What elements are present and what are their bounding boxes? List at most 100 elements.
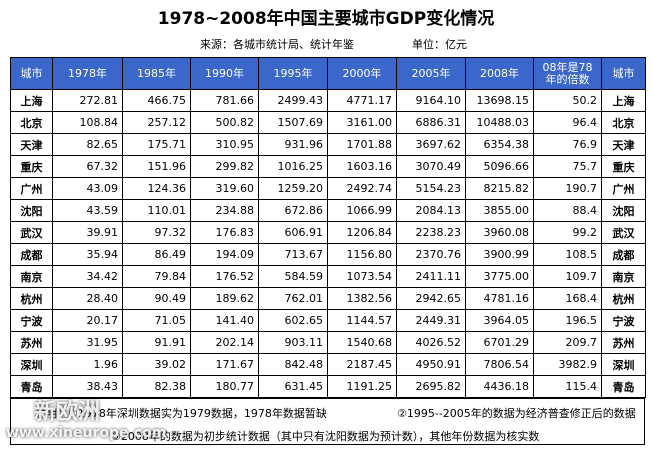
value-cell: 3161.00: [327, 111, 397, 134]
value-cell: 762.01: [258, 287, 328, 310]
value-cell: 10488.03: [465, 111, 534, 134]
data-row: 沈阳 43.59 110.01 234.88 672.86 1066.99 2084.13 3…: [10, 199, 646, 222]
value-cell: 202.14: [190, 331, 259, 354]
value-cell: 4771.17: [327, 89, 397, 112]
city-cell: 青岛: [10, 375, 53, 398]
value-cell: 2449.31: [396, 309, 466, 332]
value-cell: 1540.68: [327, 331, 397, 354]
source: 来源：各城市统计局、统计年鉴: [200, 38, 354, 51]
value-cell: 9164.10: [396, 89, 466, 112]
value-cell: 299.82: [190, 155, 259, 178]
value-cell: 931.96: [258, 133, 328, 156]
data-row: 北京 108.84 257.12 500.82 1507.69 3161.00 6886.3…: [10, 111, 646, 134]
column-header: 城市: [601, 57, 646, 90]
value-cell: 110.01: [122, 199, 191, 222]
value-cell: 97.32: [122, 221, 191, 244]
value-cell: 6354.38: [465, 133, 534, 156]
column-header: 1978年: [52, 57, 123, 90]
value-cell: 3855.00: [465, 199, 534, 222]
data-row: 南京 34.42 79.84 176.52 584.59 1073.54 2411.11 37…: [10, 265, 646, 288]
city-cell: 广州: [10, 177, 53, 200]
data-row: 苏州 31.95 91.91 202.14 903.11 1540.68 4026.52 67…: [10, 331, 646, 354]
city-cell: 苏州: [10, 331, 53, 354]
value-cell: 2942.65: [396, 287, 466, 310]
value-cell: 319.60: [190, 177, 259, 200]
value-cell: 6701.29: [465, 331, 534, 354]
city-cell: 沈阳: [601, 199, 646, 222]
value-cell: 196.5: [533, 309, 602, 332]
value-cell: 176.83: [190, 221, 259, 244]
value-cell: 2499.43: [258, 89, 328, 112]
value-cell: 903.11: [258, 331, 328, 354]
column-header: 1995年: [258, 57, 328, 90]
value-cell: 310.95: [190, 133, 259, 156]
value-cell: 4950.91: [396, 353, 466, 376]
city-cell: 天津: [601, 133, 646, 156]
column-header: 城市: [10, 57, 53, 90]
value-cell: 108.5: [533, 243, 602, 266]
city-cell: 深圳: [601, 353, 646, 376]
value-cell: 6886.31: [396, 111, 466, 134]
value-cell: 28.40: [52, 287, 123, 310]
city-cell: 武汉: [601, 221, 646, 244]
value-cell: 4436.18: [465, 375, 534, 398]
value-cell: 13698.15: [465, 89, 534, 112]
value-cell: 76.9: [533, 133, 602, 156]
value-cell: 151.96: [122, 155, 191, 178]
header-row: 城市 1978年 1985年 1990年 1995年 2000年 2005年 2008年 08年…: [10, 57, 646, 90]
title: 1978~2008年中国主要城市GDP变化情况: [157, 9, 495, 29]
value-cell: 43.09: [52, 177, 123, 200]
value-cell: 2695.82: [396, 375, 466, 398]
value-cell: 1073.54: [327, 265, 397, 288]
city-cell: 重庆: [601, 155, 646, 178]
data-row: 重庆 67.32 151.96 299.82 1016.25 1603.16 3070.49…: [10, 155, 646, 178]
value-cell: 234.88: [190, 199, 259, 222]
value-cell: 108.84: [52, 111, 123, 134]
value-cell: 86.49: [122, 243, 191, 266]
value-cell: 5154.23: [396, 177, 466, 200]
city-cell: 上海: [10, 89, 53, 112]
data-row: 武汉 39.91 97.32 176.83 606.91 1206.84 2238.23 39…: [10, 221, 646, 244]
value-cell: 3697.62: [396, 133, 466, 156]
notes: 说明：①1978年深圳数据实为1979数据，1978年数据暂缺 ②1995--2…: [10, 398, 645, 445]
value-cell: 189.62: [190, 287, 259, 310]
value-cell: 1206.84: [327, 221, 397, 244]
value-cell: 82.65: [52, 133, 123, 156]
value-cell: 1382.56: [327, 287, 397, 310]
note: 说明：①1978年深圳数据实为1979数据，1978年数据暂缺: [35, 407, 327, 420]
value-cell: 90.49: [122, 287, 191, 310]
value-cell: 35.94: [52, 243, 123, 266]
city-cell: 杭州: [10, 287, 53, 310]
value-cell: 176.52: [190, 265, 259, 288]
city-cell: 北京: [10, 111, 53, 134]
value-cell: 602.65: [258, 309, 328, 332]
data-row: 上海 272.81 466.75 781.66 2499.43 4771.17 9164.1…: [10, 89, 646, 112]
value-cell: 4781.16: [465, 287, 534, 310]
city-cell: 上海: [601, 89, 646, 112]
value-cell: 109.7: [533, 265, 602, 288]
value-cell: 75.7: [533, 155, 602, 178]
value-cell: 194.09: [190, 243, 259, 266]
value-cell: 115.4: [533, 375, 602, 398]
city-cell: 重庆: [10, 155, 53, 178]
value-cell: 2492.74: [327, 177, 397, 200]
value-cell: 500.82: [190, 111, 259, 134]
value-cell: 124.36: [122, 177, 191, 200]
city-cell: 武汉: [10, 221, 53, 244]
value-cell: 141.40: [190, 309, 259, 332]
city-cell: 深圳: [10, 353, 53, 376]
value-cell: 1191.25: [327, 375, 397, 398]
value-cell: 2411.11: [396, 265, 466, 288]
value-cell: 606.91: [258, 221, 328, 244]
value-cell: 3070.49: [396, 155, 466, 178]
city-cell: 成都: [10, 243, 53, 266]
value-cell: 39.91: [52, 221, 123, 244]
value-cell: 1066.99: [327, 199, 397, 222]
value-cell: 3964.05: [465, 309, 534, 332]
column-header: 1985年: [122, 57, 191, 90]
value-cell: 39.02: [122, 353, 191, 376]
value-cell: 2370.76: [396, 243, 466, 266]
value-cell: 5096.66: [465, 155, 534, 178]
value-cell: 3900.99: [465, 243, 534, 266]
